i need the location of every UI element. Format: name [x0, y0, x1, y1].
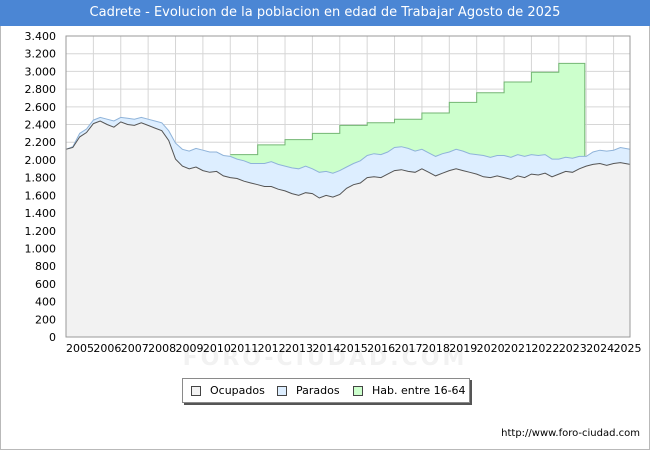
legend-label-hab: Hab. entre 16-64 [372, 384, 466, 397]
y-tick-label: 2.000 [25, 154, 57, 167]
y-tick-label: 3.400 [25, 30, 57, 43]
y-tick-label: 200 [35, 313, 56, 326]
axis-layer: 0 200 400 600 800 1.000 1.200 1.400 1.600 1.800 2.… [25, 30, 642, 355]
x-tick-label: 2017 [395, 342, 423, 355]
legend-swatch-parados [277, 385, 287, 396]
legend-swatch-ocupados [191, 385, 201, 396]
legend-label-ocupados: Ocupados [210, 384, 265, 397]
x-tick-label: 2019 [449, 342, 477, 355]
series-ocupados-area [66, 121, 630, 337]
x-tick-label: 2015 [340, 342, 368, 355]
legend-item-hab: Hab. entre 16-64 [353, 379, 466, 402]
y-tick-label: 2.200 [25, 136, 57, 149]
y-tick-label: 2.600 [25, 101, 57, 114]
x-tick-label: 2025 [614, 342, 642, 355]
y-tick-label: 1.600 [25, 189, 57, 202]
series-parados-line [65, 116, 631, 174]
y-tick-label: 3.000 [25, 65, 57, 78]
y-tick-label: 400 [35, 296, 56, 309]
series-hab-line [230, 62, 586, 157]
x-tick-label: 2024 [586, 342, 614, 355]
x-tick-label: 2013 [285, 342, 313, 355]
y-tick-label: 800 [35, 260, 56, 273]
x-tick-label: 2010 [203, 342, 231, 355]
x-tick-label: 2006 [93, 342, 121, 355]
y-tick-label: 0 [49, 331, 56, 344]
x-tick-label: 2011 [230, 342, 258, 355]
series-ocupados-line [65, 120, 631, 199]
x-tick-label: 2014 [312, 342, 340, 355]
x-tick-label: 2022 [531, 342, 559, 355]
x-tick-label: 2021 [504, 342, 532, 355]
legend: Ocupados Parados Hab. entre 16-64 [182, 378, 470, 403]
legend-item-ocupados: Ocupados [191, 379, 265, 402]
watermark: FORO-CIUDAD.COM [182, 346, 468, 371]
y-tick-label: 3.200 [25, 48, 57, 61]
x-tick-label: 2018 [422, 342, 450, 355]
y-tick-label: 1.000 [25, 242, 57, 255]
footer-url[interactable]: http://www.foro-ciudad.com [501, 428, 640, 439]
x-tick-label: 2008 [148, 342, 176, 355]
y-tick-label: 1.800 [25, 172, 57, 185]
x-tick-label: 2007 [121, 342, 149, 355]
x-tick-label: 2012 [258, 342, 286, 355]
plot-border [65, 35, 631, 338]
y-tick-label: 1.200 [25, 225, 57, 238]
chart-title: Cadrete - Evolucion de la poblacion en e… [89, 5, 561, 20]
title-bar: Cadrete - Evolucion de la poblacion en e… [0, 0, 650, 26]
y-tick-label: 1.400 [25, 207, 57, 220]
x-tick-label: 2020 [477, 342, 505, 355]
y-tick-label: 2.800 [25, 83, 57, 96]
x-tick-label: 2005 [66, 342, 94, 355]
legend-item-parados: Parados [277, 379, 340, 402]
x-tick-label: 2023 [559, 342, 587, 355]
y-tick-label: 600 [35, 278, 56, 291]
legend-swatch-hab [353, 385, 363, 396]
legend-label-parados: Parados [296, 384, 340, 397]
y-tick-label: 2.400 [25, 119, 57, 132]
x-tick-label: 2009 [176, 342, 204, 355]
x-tick-label: 2016 [367, 342, 395, 355]
area-layer [65, 62, 631, 338]
